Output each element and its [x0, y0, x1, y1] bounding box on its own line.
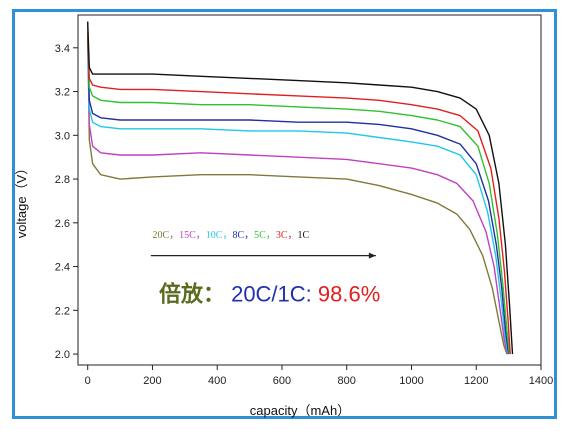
- x-tick-label: 400: [208, 375, 226, 387]
- rate-arrow-head: [368, 252, 376, 259]
- series-line-10c: [87, 43, 509, 355]
- y-axis-label: voltage（V）: [14, 162, 29, 239]
- axis-ticks: 0 200 400 600 800 1000 1200 1400 2.0 2.2 2.4 2.6 2.8…: [55, 43, 554, 387]
- series-line-8c: [87, 39, 510, 355]
- rate-legend-item-20c: 20C，: [152, 230, 179, 241]
- rate-legend-text: 20C，15C，10C，8C，5C，3C，1C: [152, 230, 309, 241]
- series-line-3c: [87, 32, 511, 355]
- y-tick-label: 2.4: [55, 262, 70, 274]
- y-tick-label: 3.0: [55, 130, 70, 142]
- series-line-5c: [87, 34, 510, 355]
- rate-legend-item-15c: 15C，: [179, 230, 206, 241]
- rate-legend: 20C，15C，10C，8C，5C，3C，1C: [150, 230, 376, 259]
- x-tick-label: 200: [143, 375, 161, 387]
- series-line-1c: [87, 21, 514, 355]
- chart-frame: [12, 9, 557, 419]
- x-axis-label: capacity（mAh）: [250, 403, 350, 418]
- plot-area: [77, 14, 542, 366]
- annotation-value: 98.6%: [318, 282, 380, 307]
- rate-legend-item-3c: 3C，: [276, 230, 298, 241]
- series-lines: [87, 21, 514, 355]
- x-tick-label: 600: [273, 375, 291, 387]
- rate-legend-item-1c: 1C: [297, 230, 309, 241]
- y-tick-label: 3.2: [55, 87, 70, 99]
- x-tick-label: 1400: [529, 375, 553, 387]
- y-tick-label: 2.0: [55, 349, 70, 361]
- rate-legend-item-5c: 5C，: [254, 230, 276, 241]
- x-tick-label: 800: [338, 375, 356, 387]
- y-tick-label: 3.4: [55, 43, 70, 55]
- x-tick-label: 1000: [399, 375, 423, 387]
- annotation-label: 倍放：: [159, 282, 225, 307]
- rate-legend-item-10c: 10C，: [206, 230, 233, 241]
- y-tick-label: 2.6: [55, 218, 70, 230]
- y-tick-label: 2.2: [55, 305, 70, 317]
- x-tick-label: 1200: [464, 375, 488, 387]
- x-tick-label: 0: [85, 375, 91, 387]
- rate-legend-item-8c: 8C，: [232, 230, 254, 241]
- y-tick-label: 2.8: [55, 174, 70, 186]
- series-line-20c: [87, 21, 508, 355]
- series-line-15c: [87, 36, 508, 355]
- retention-annotation: 倍放： 20C/1C: 98.6%: [159, 282, 380, 307]
- annotation-rates: 20C/1C:: [231, 282, 318, 307]
